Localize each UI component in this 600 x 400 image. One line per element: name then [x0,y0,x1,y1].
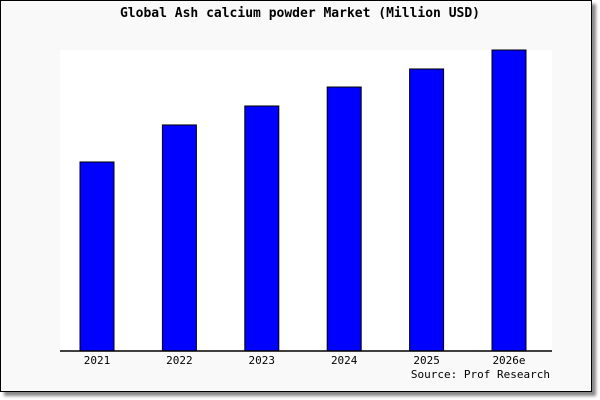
x-tick-label: 2021 [84,354,111,367]
bar-2023 [244,105,280,352]
bar-2024 [326,86,362,352]
x-tick-label: 2025 [413,354,440,367]
x-tick-label: 2023 [249,354,276,367]
bar-2022 [161,124,197,352]
source-note: Source: Prof Research [410,368,550,381]
bar-2021 [79,161,115,352]
x-tick-label: 2026e [492,354,525,367]
bar-2026e [491,49,527,352]
plot-area [60,50,552,351]
chart-title: Global Ash calcium powder Market (Millio… [119,6,481,21]
bar-2025 [409,68,445,352]
x-tick-label: 2022 [166,354,193,367]
x-tick-label: 2024 [331,354,358,367]
